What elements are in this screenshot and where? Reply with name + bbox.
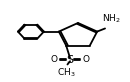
- Text: CH$_3$: CH$_3$: [57, 67, 76, 79]
- Text: O: O: [82, 55, 89, 64]
- Text: O: O: [51, 55, 58, 64]
- Text: NH$_2$: NH$_2$: [102, 13, 121, 25]
- Text: S: S: [66, 55, 74, 65]
